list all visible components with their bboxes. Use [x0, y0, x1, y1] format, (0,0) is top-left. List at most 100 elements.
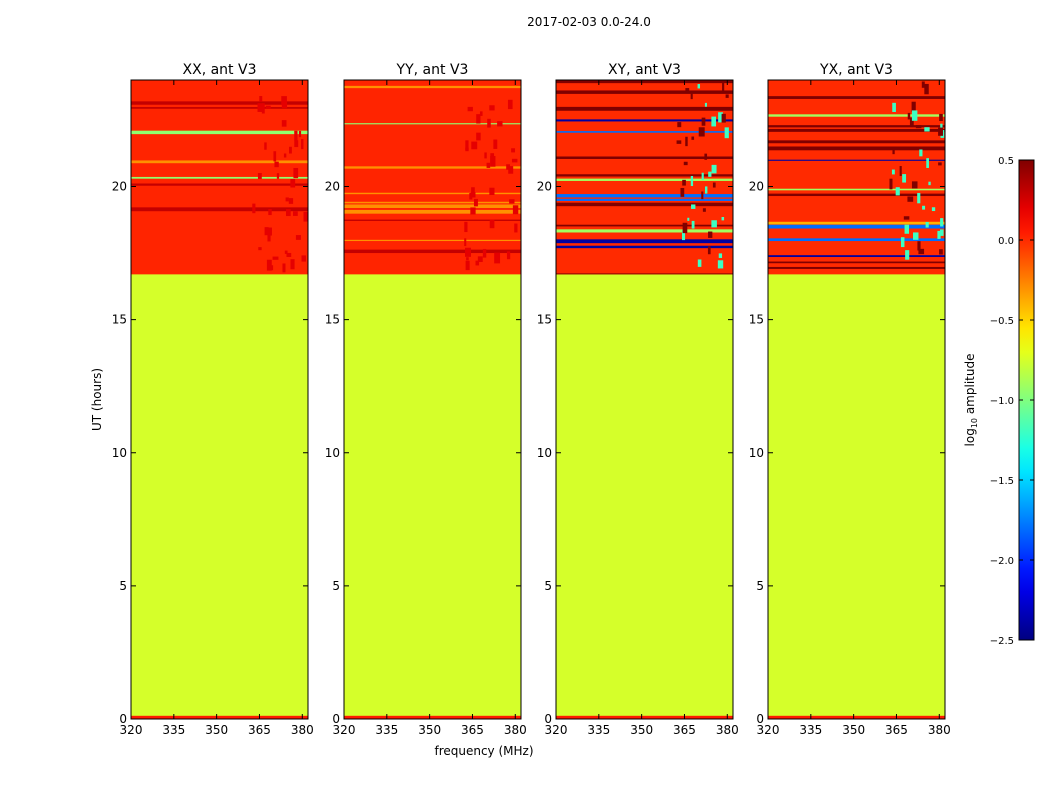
heatmap-rfi-streak [708, 171, 712, 177]
heatmap-band [556, 273, 733, 275]
heatmap-rfi-streak [293, 167, 299, 179]
y-tick-label: 10 [325, 446, 340, 460]
heatmap-rfi-streak [257, 173, 262, 179]
heatmap-bottom-line [556, 715, 733, 719]
heatmap-rfi-streak [889, 178, 893, 190]
heatmap-rfi-streak [711, 164, 717, 174]
heatmap-rfi-streak [683, 161, 688, 166]
heatmap-band [131, 101, 308, 105]
heatmap-rfi-streak [494, 252, 501, 264]
heatmap-rfi-streak [911, 110, 918, 121]
heatmap-rfi-streak [261, 103, 265, 114]
heatmap-band [556, 224, 733, 227]
y-tick-label: 20 [112, 180, 127, 194]
heatmap-rfi-streak [283, 153, 287, 158]
heatmap-rfi-streak [281, 96, 287, 106]
heatmap-rfi-streak [272, 256, 279, 260]
colorbar-label-rest: amplitude [963, 354, 977, 418]
heatmap-rfi-streak [284, 250, 288, 254]
heatmap-rfi-streak [902, 174, 907, 183]
heatmap-band [768, 128, 945, 132]
heatmap-band [344, 85, 521, 89]
heatmap-rfi-streak [292, 211, 298, 216]
heatmap-band [768, 255, 945, 257]
heatmap-rfi-streak [701, 172, 704, 181]
heatmap-rfi-streak [915, 125, 922, 129]
x-tick-label: 380 [504, 723, 527, 737]
panel-title: XX, ant V3 [183, 62, 257, 78]
heatmap-rfi-streak [508, 166, 514, 174]
heatmap-rfi-streak [931, 207, 936, 212]
x-axis-label: frequency (MHz) [434, 744, 533, 758]
heatmap-rfi-streak [698, 127, 705, 137]
colorbar-tick-label: −0.5 [990, 316, 1014, 327]
heatmap-rfi-streak [264, 227, 269, 236]
colorbar: 0.5 0.0 −0.5 −1.0 −1.5 −2.0 −2.5 log10 amplitud… [963, 156, 1035, 647]
heatmap-band [344, 123, 521, 125]
heatmap-rfi-streak [691, 204, 696, 209]
heatmap-band [768, 261, 945, 264]
heatmap-rfi-streak [512, 205, 519, 215]
heatmap-rfi-streak [290, 179, 296, 188]
heatmap-rfi-streak [892, 150, 895, 155]
heatmap-rfi-streak [919, 149, 923, 157]
heatmap-rfi-streak [691, 220, 695, 229]
heatmap-band [344, 204, 521, 208]
heatmap-band [344, 219, 521, 221]
panel-title: YY, ant V3 [396, 62, 469, 78]
heatmap-bottom-line [131, 715, 308, 719]
heatmap-band [131, 107, 308, 109]
heatmap-band [556, 156, 733, 159]
axes-frame [130, 79, 309, 720]
heatmap-rfi-streak [506, 164, 510, 170]
heatmap-rfi-streak [677, 122, 682, 128]
heatmap-rfi-streak [681, 230, 686, 241]
heatmap-rfi-streak [476, 114, 481, 124]
heatmap-rfi-streak [905, 250, 910, 260]
panel-title: XY, ant V3 [608, 62, 681, 78]
heatmap-rfi-streak [938, 127, 943, 136]
colorbar-label: log10 amplitude [963, 354, 979, 447]
heatmap-rfi-streak [493, 139, 498, 149]
heatmap-rfi-streak [899, 166, 902, 176]
heatmap-rfi-streak [921, 81, 925, 88]
x-tick-label: 365 [248, 723, 271, 737]
x-tick-label: 335 [799, 723, 822, 737]
heatmap-rfi-streak [464, 221, 468, 233]
heatmap-rfi-streak [286, 252, 292, 258]
y-tick-label: 0 [332, 712, 340, 726]
heatmap-rfi-streak [702, 208, 706, 212]
heatmap-rfi-streak [895, 187, 900, 196]
y-tick-label: 0 [119, 712, 127, 726]
heatmap-rfi-streak [290, 259, 295, 270]
heatmap-band [556, 178, 733, 181]
heatmap-rfi-streak [900, 237, 905, 248]
heatmap-band [768, 221, 945, 225]
heatmap-rfi-streak [509, 199, 515, 204]
heatmap-band [768, 224, 945, 229]
panel-0: 320 335 350 365 380 0 5 10 15 20 XX, ant V3 UT (hou… [90, 62, 314, 737]
heatmap-band [344, 166, 521, 169]
y-tick-label: 5 [119, 579, 127, 593]
heatmap-rfi-streak [470, 207, 476, 215]
axes-frame [555, 79, 734, 720]
heatmap-band [556, 90, 733, 94]
heatmap-band [556, 245, 733, 249]
panel-3: 320 335 350 365 380 0 5 10 15 20 YX, ant V3 [749, 62, 951, 737]
heatmap-band [556, 119, 733, 122]
heatmap-rfi-streak [937, 230, 941, 239]
heatmap-rfi-streak [718, 253, 723, 258]
heatmap-rfi-streak [471, 141, 478, 150]
heatmap-rfi-streak [711, 220, 717, 228]
heatmap-band [768, 125, 945, 128]
colorbar-label-main: log [963, 428, 977, 446]
heatmap-rfi-streak [489, 219, 495, 229]
heatmap-rfi-streak [925, 221, 929, 228]
heatmap-rfi-streak [725, 94, 729, 98]
heatmap-rfi-streak [704, 153, 708, 160]
panel-title: YX, ant V3 [819, 62, 893, 78]
heatmap-rfi-streak [301, 139, 304, 150]
heatmap-rfi-streak [285, 197, 289, 202]
heatmap-band [344, 239, 521, 242]
heatmap-rfi-streak [265, 105, 271, 109]
